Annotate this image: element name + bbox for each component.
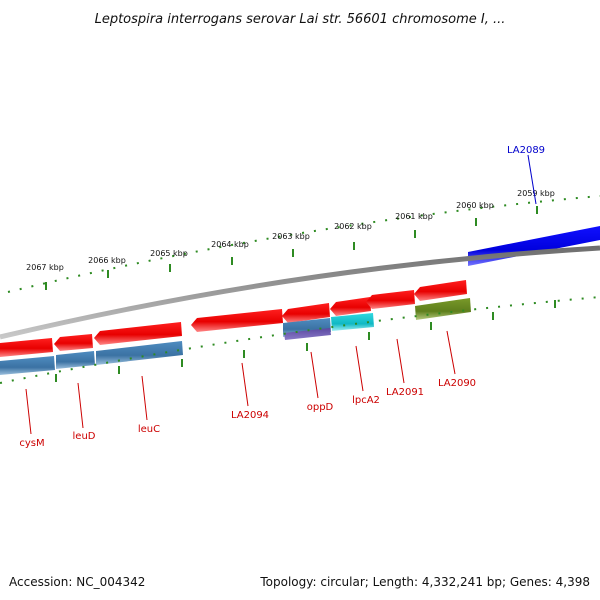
gene-label-la2091: LA2091 [386, 387, 424, 398]
genome-backbone [0, 245, 600, 340]
gene-track-middle [0, 298, 471, 375]
gene-arrow-5[interactable] [282, 303, 330, 323]
gene-label-leaders [25, 330, 456, 435]
gene-label-la2090: LA2090 [438, 378, 476, 389]
gene-lpca2[interactable] [331, 313, 374, 331]
ruler-label-2062: 2062 kbp [334, 222, 372, 231]
ruler-label-2059: 2059 kbp [517, 189, 555, 198]
inner-ruler-major-ticks [55, 300, 556, 382]
gene-label-leuc: leuC [138, 424, 160, 435]
gene-arrow-4[interactable] [191, 309, 283, 332]
topology-text: Topology: circular; Length: 4,332,241 bp… [260, 575, 590, 589]
gene-label-oppd: oppD [307, 402, 334, 413]
inner-ruler [0, 296, 600, 384]
gene-arrow-8[interactable] [414, 280, 467, 301]
accession-text: Accession: NC_004342 [9, 575, 146, 589]
gene-label-leud: leuD [73, 431, 96, 442]
ruler-label-2067: 2067 kbp [26, 263, 64, 272]
gene-arrow-2[interactable] [54, 334, 93, 351]
gene-track-inner-red [0, 280, 467, 357]
ruler-label-2060: 2060 kbp [456, 201, 494, 210]
ruler-label-2064: 2064 kbp [211, 240, 249, 249]
outer-ruler-major-ticks [45, 206, 538, 290]
gene-arrow-6[interactable] [330, 297, 371, 316]
gene-la2089[interactable] [468, 226, 600, 266]
map-title: Leptospira interrogans serovar Lai str. … [95, 12, 506, 27]
outer-ruler [7, 195, 600, 293]
gene-label-la2094: LA2094 [231, 410, 269, 421]
gene-leuc[interactable] [96, 341, 183, 365]
ruler-label-2061: 2061 kbp [395, 212, 433, 221]
la2089-leader [527, 154, 537, 205]
gene-label-cysm: cysM [19, 438, 44, 449]
ruler-label-2065: 2065 kbp [150, 249, 188, 258]
ruler-label-2066: 2066 kbp [88, 256, 126, 265]
gene-leud[interactable] [56, 351, 95, 369]
gene-label-la2089: LA2089 [507, 145, 545, 156]
gene-cysm[interactable] [0, 356, 55, 375]
gene-arrow-7[interactable] [366, 290, 415, 309]
gene-oppd-lower[interactable] [284, 328, 331, 340]
gene-arrow-1[interactable] [0, 338, 53, 357]
ruler-label-2063: 2063 kbp [272, 232, 310, 241]
gene-arrow-3[interactable] [94, 322, 182, 345]
gene-la2090[interactable] [415, 298, 471, 320]
gene-label-lpca2: lpcA2 [352, 395, 380, 406]
